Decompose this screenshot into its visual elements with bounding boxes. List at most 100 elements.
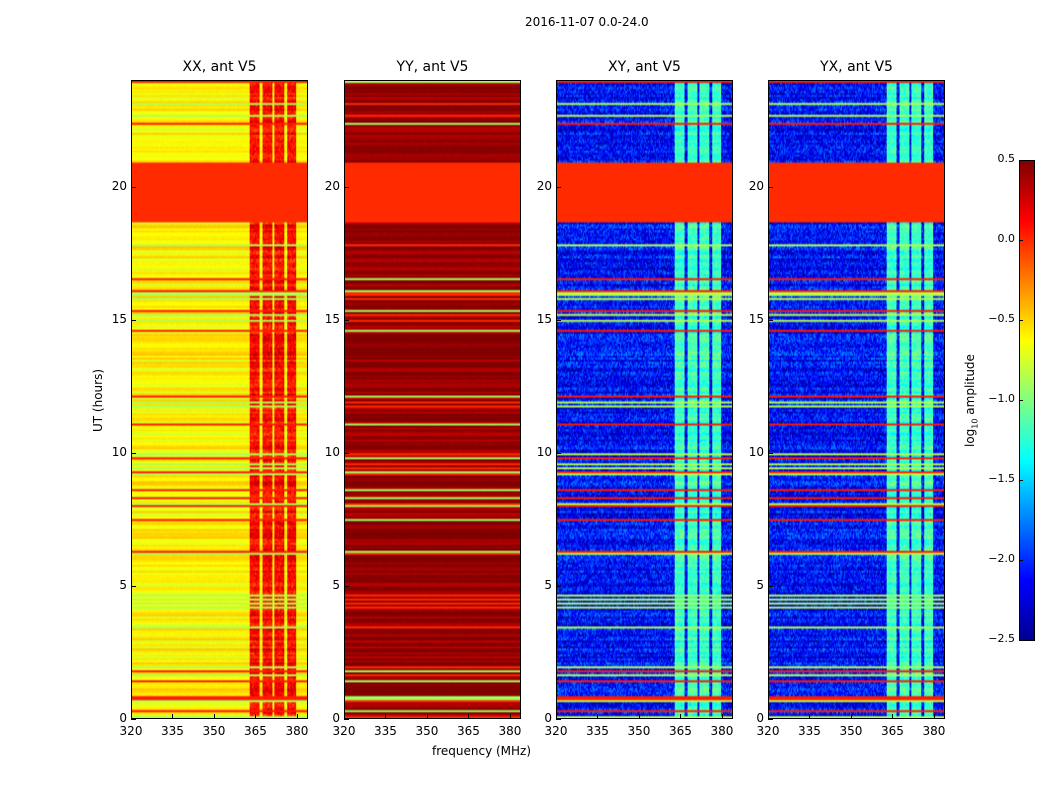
y-tick-mark <box>131 585 136 587</box>
x-tick-mark <box>296 714 298 719</box>
colorbar-tick-label: 0.0 <box>997 232 1016 245</box>
heatmap-image <box>132 81 307 718</box>
x-tick-mark <box>809 714 811 719</box>
y-tick-label: 20 <box>748 178 764 193</box>
x-tick-mark <box>385 714 387 719</box>
x-tick-mark <box>933 714 935 719</box>
x-tick-label: 380 <box>498 724 522 738</box>
panel-title: XX, ant V5 <box>182 59 257 75</box>
y-tick-label: 5 <box>756 577 764 592</box>
y-tick-label: 5 <box>544 577 552 592</box>
x-tick-label: 365 <box>669 724 692 738</box>
y-tick-label: 10 <box>536 444 552 459</box>
y-tick-mark <box>556 452 561 454</box>
panel-title: XY, ant V5 <box>608 59 681 75</box>
y-tick-mark <box>556 719 561 720</box>
x-tick-mark <box>468 714 470 719</box>
y-axis-label: UT (hours) <box>91 368 105 432</box>
x-tick-mark <box>597 714 599 719</box>
y-tick-mark <box>768 452 773 454</box>
y-tick-label: 0 <box>119 711 127 725</box>
x-tick-mark <box>680 714 682 719</box>
y-tick-mark <box>344 452 349 454</box>
y-tick-label: 10 <box>111 444 127 459</box>
y-tick-label: 0 <box>544 711 552 725</box>
y-tick-mark <box>344 719 349 720</box>
y-tick-mark <box>131 186 136 188</box>
y-tick-mark <box>768 186 773 188</box>
x-tick-label: 350 <box>627 724 651 738</box>
x-tick-label: 365 <box>244 724 267 738</box>
y-tick-mark <box>768 719 773 720</box>
y-tick-mark <box>768 319 773 321</box>
x-tick-label: 335 <box>161 724 184 738</box>
x-tick-mark <box>426 714 428 719</box>
x-tick-label: 350 <box>839 724 863 738</box>
y-tick-mark <box>768 585 773 587</box>
y-tick-label: 0 <box>756 711 764 725</box>
y-tick-label: 5 <box>332 577 340 592</box>
y-tick-mark <box>131 719 136 720</box>
colorbar-label: log10 amplitude <box>963 354 979 447</box>
colorbar-label-rest: amplitude <box>963 354 977 419</box>
x-tick-label: 380 <box>922 724 946 738</box>
y-tick-mark <box>131 452 136 454</box>
x-tick-mark <box>768 714 769 719</box>
x-tick-mark <box>255 714 257 719</box>
colorbar-tick-mark <box>1019 480 1023 481</box>
y-tick-label: 15 <box>324 311 340 326</box>
panel-title: YX, ant V5 <box>820 59 893 75</box>
heatmap-panel-xy <box>556 80 733 719</box>
x-tick-label: 380 <box>710 724 734 738</box>
x-tick-label: 365 <box>881 724 904 738</box>
y-tick-label: 0 <box>332 711 340 725</box>
heatmap-panel-xx <box>131 80 308 719</box>
y-tick-label: 15 <box>536 311 552 326</box>
y-tick-mark <box>344 319 349 321</box>
x-tick-label: 335 <box>374 724 397 738</box>
x-tick-label: 380 <box>285 724 309 738</box>
colorbar-tick-label: −2.5 <box>988 632 1015 645</box>
x-tick-label: 365 <box>457 724 480 738</box>
x-tick-mark <box>556 714 557 719</box>
colorbar-tick-label: −2.0 <box>988 552 1015 565</box>
colorbar-label-main: log <box>963 428 977 447</box>
x-tick-label: 335 <box>798 724 821 738</box>
heatmap-image <box>557 81 732 718</box>
colorbar-tick-mark <box>1019 160 1023 161</box>
y-tick-mark <box>556 319 561 321</box>
colorbar-label-sub: 10 <box>970 418 980 429</box>
x-tick-mark <box>344 714 345 719</box>
x-tick-label: 350 <box>202 724 226 738</box>
heatmap-panel-yy <box>344 80 521 719</box>
heatmap-image <box>769 81 944 718</box>
y-tick-mark <box>131 319 136 321</box>
y-tick-label: 15 <box>111 311 127 326</box>
figure-title: 2016-11-07 0.0-24.0 <box>525 15 649 29</box>
y-tick-label: 20 <box>111 178 127 193</box>
colorbar-tick-label: −1.0 <box>988 392 1015 405</box>
x-tick-mark <box>892 714 894 719</box>
x-tick-mark <box>509 714 511 719</box>
colorbar-tick-label: −1.5 <box>988 472 1015 485</box>
panel-title: YY, ant V5 <box>396 59 469 75</box>
x-tick-label: 350 <box>415 724 439 738</box>
y-tick-mark <box>344 186 349 188</box>
y-tick-mark <box>556 585 561 587</box>
heatmap-image <box>345 81 520 718</box>
x-tick-label: 320 <box>756 724 780 738</box>
colorbar-tick-mark <box>1019 560 1023 561</box>
x-tick-label: 335 <box>586 724 609 738</box>
x-tick-mark <box>172 714 174 719</box>
x-tick-mark <box>213 714 215 719</box>
x-tick-label: 320 <box>332 724 356 738</box>
colorbar-tick-label: −0.5 <box>988 312 1015 325</box>
x-tick-label: 320 <box>544 724 568 738</box>
y-tick-label: 15 <box>748 311 764 326</box>
x-tick-mark <box>850 714 852 719</box>
x-axis-label: frequency (MHz) <box>432 744 532 758</box>
y-tick-mark <box>556 186 561 188</box>
colorbar-tick-label: 0.5 <box>997 152 1016 165</box>
y-tick-label: 20 <box>536 178 552 193</box>
